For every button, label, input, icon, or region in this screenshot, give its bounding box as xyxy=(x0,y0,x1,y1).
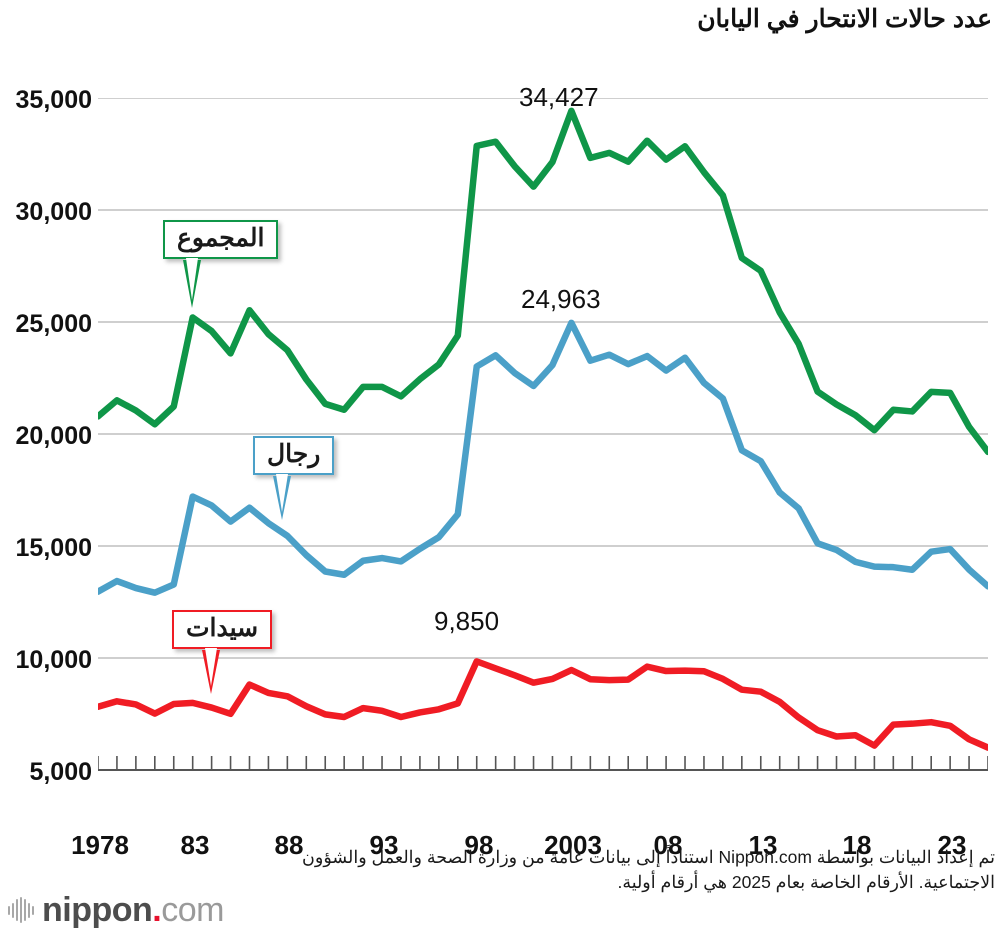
source-caption: تم إعداد البيانات بواسطة Nippon.com استن… xyxy=(302,847,995,893)
y-tick-label: 25,000 xyxy=(15,310,92,338)
x-axis-ticks xyxy=(98,756,988,770)
callout-women-label: سيدات xyxy=(186,614,259,642)
y-tick-label: 35,000 xyxy=(15,86,92,114)
x-tick-label: 98 xyxy=(464,830,494,860)
page-title: عدد حالات الانتحار في اليابان xyxy=(697,5,992,33)
x-tick-label: 88 xyxy=(274,830,304,860)
y-tick-label: 20,000 xyxy=(15,422,92,450)
data-lines xyxy=(98,107,988,751)
x-tick-label: 08 xyxy=(653,830,683,860)
x-tick-label: 18 xyxy=(842,830,872,860)
y-tick-label: 5,000 xyxy=(29,758,92,786)
x-tick-label: 83 xyxy=(180,830,210,860)
x-tick-label: 13 xyxy=(748,830,778,860)
series-line xyxy=(98,319,988,596)
y-tick-label: 10,000 xyxy=(15,646,92,674)
plot-area xyxy=(98,98,988,771)
nippon-logo[interactable]: nippon.com xyxy=(8,893,224,927)
callout-total-label: المجموع xyxy=(177,224,265,252)
x-tick-label: 93 xyxy=(369,830,399,860)
y-tick-label: 30,000 xyxy=(15,198,92,226)
sound-bars-icon xyxy=(8,897,34,923)
annotation-total-peak: 34,427 xyxy=(519,82,599,112)
callout-total-tail-inner xyxy=(186,258,198,300)
annotation-women-peak: 9,850 xyxy=(434,606,500,636)
x-tick-label: 1978 xyxy=(71,830,129,860)
y-tick-label: 15,000 xyxy=(15,534,92,562)
callout-total: المجموع xyxy=(163,220,279,308)
x-tick-label: 2003 xyxy=(544,830,602,860)
callout-men-tail-inner xyxy=(276,474,288,512)
logo-dot: . xyxy=(152,891,162,929)
annotation-men-peak: 24,963 xyxy=(521,284,601,314)
x-tick-label: 23 xyxy=(937,830,967,860)
series-line xyxy=(98,658,988,751)
callout-men-label: رجال xyxy=(267,440,321,468)
y-axis-labels: 35,000 30,000 25,000 20,000 15,000 10,00… xyxy=(0,60,92,786)
chart-container: 35,000 30,000 25,000 20,000 15,000 10,00… xyxy=(0,60,1000,860)
callout-women-tail-inner xyxy=(205,648,217,686)
logo-text: nippon.com xyxy=(42,893,224,927)
callout-women: سيدات xyxy=(172,610,273,694)
logo-name: nippon xyxy=(42,891,153,929)
line-chart-svg xyxy=(98,98,988,771)
x-axis-labels: 1978 83 88 93 98 2003 08 13 18 23 xyxy=(0,830,1000,870)
callout-men: رجال xyxy=(253,436,335,520)
logo-tld: com xyxy=(161,891,224,929)
series-line xyxy=(98,107,988,456)
